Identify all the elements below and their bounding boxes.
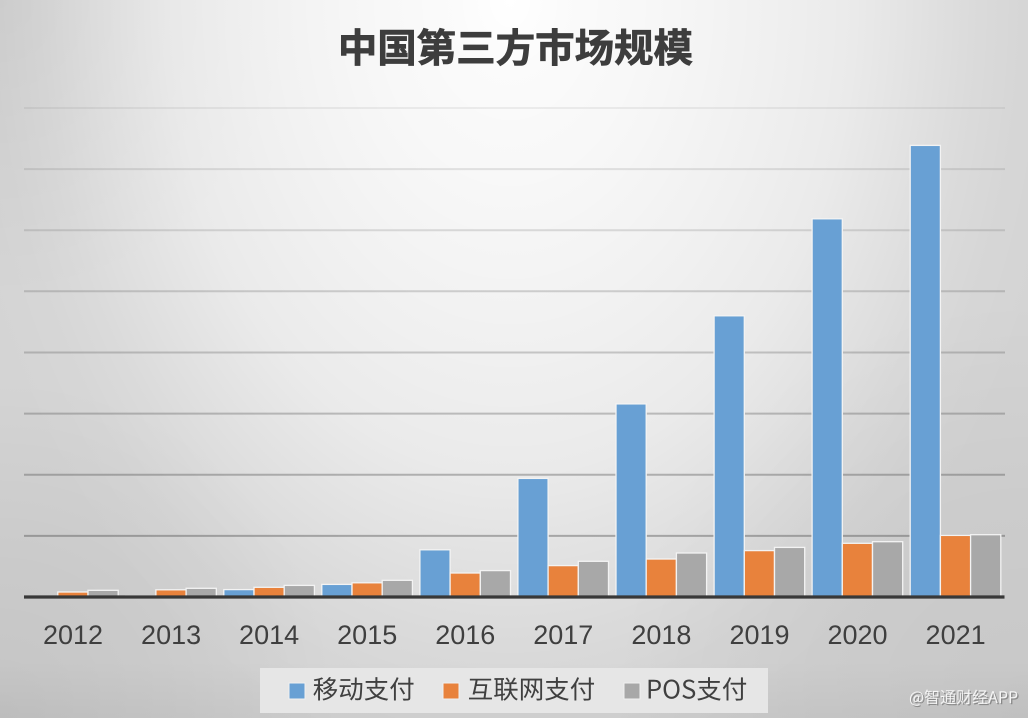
svg-text:2019: 2019 (729, 620, 789, 650)
svg-text:2021: 2021 (926, 620, 986, 650)
svg-text:2020: 2020 (827, 620, 887, 650)
svg-text:2016: 2016 (435, 620, 495, 650)
svg-text:2012: 2012 (43, 620, 103, 650)
svg-text:2015: 2015 (337, 620, 397, 650)
svg-text:2018: 2018 (631, 620, 691, 650)
svg-text:2014: 2014 (239, 620, 299, 650)
svg-text:2017: 2017 (533, 620, 593, 650)
svg-text:2013: 2013 (141, 620, 201, 650)
